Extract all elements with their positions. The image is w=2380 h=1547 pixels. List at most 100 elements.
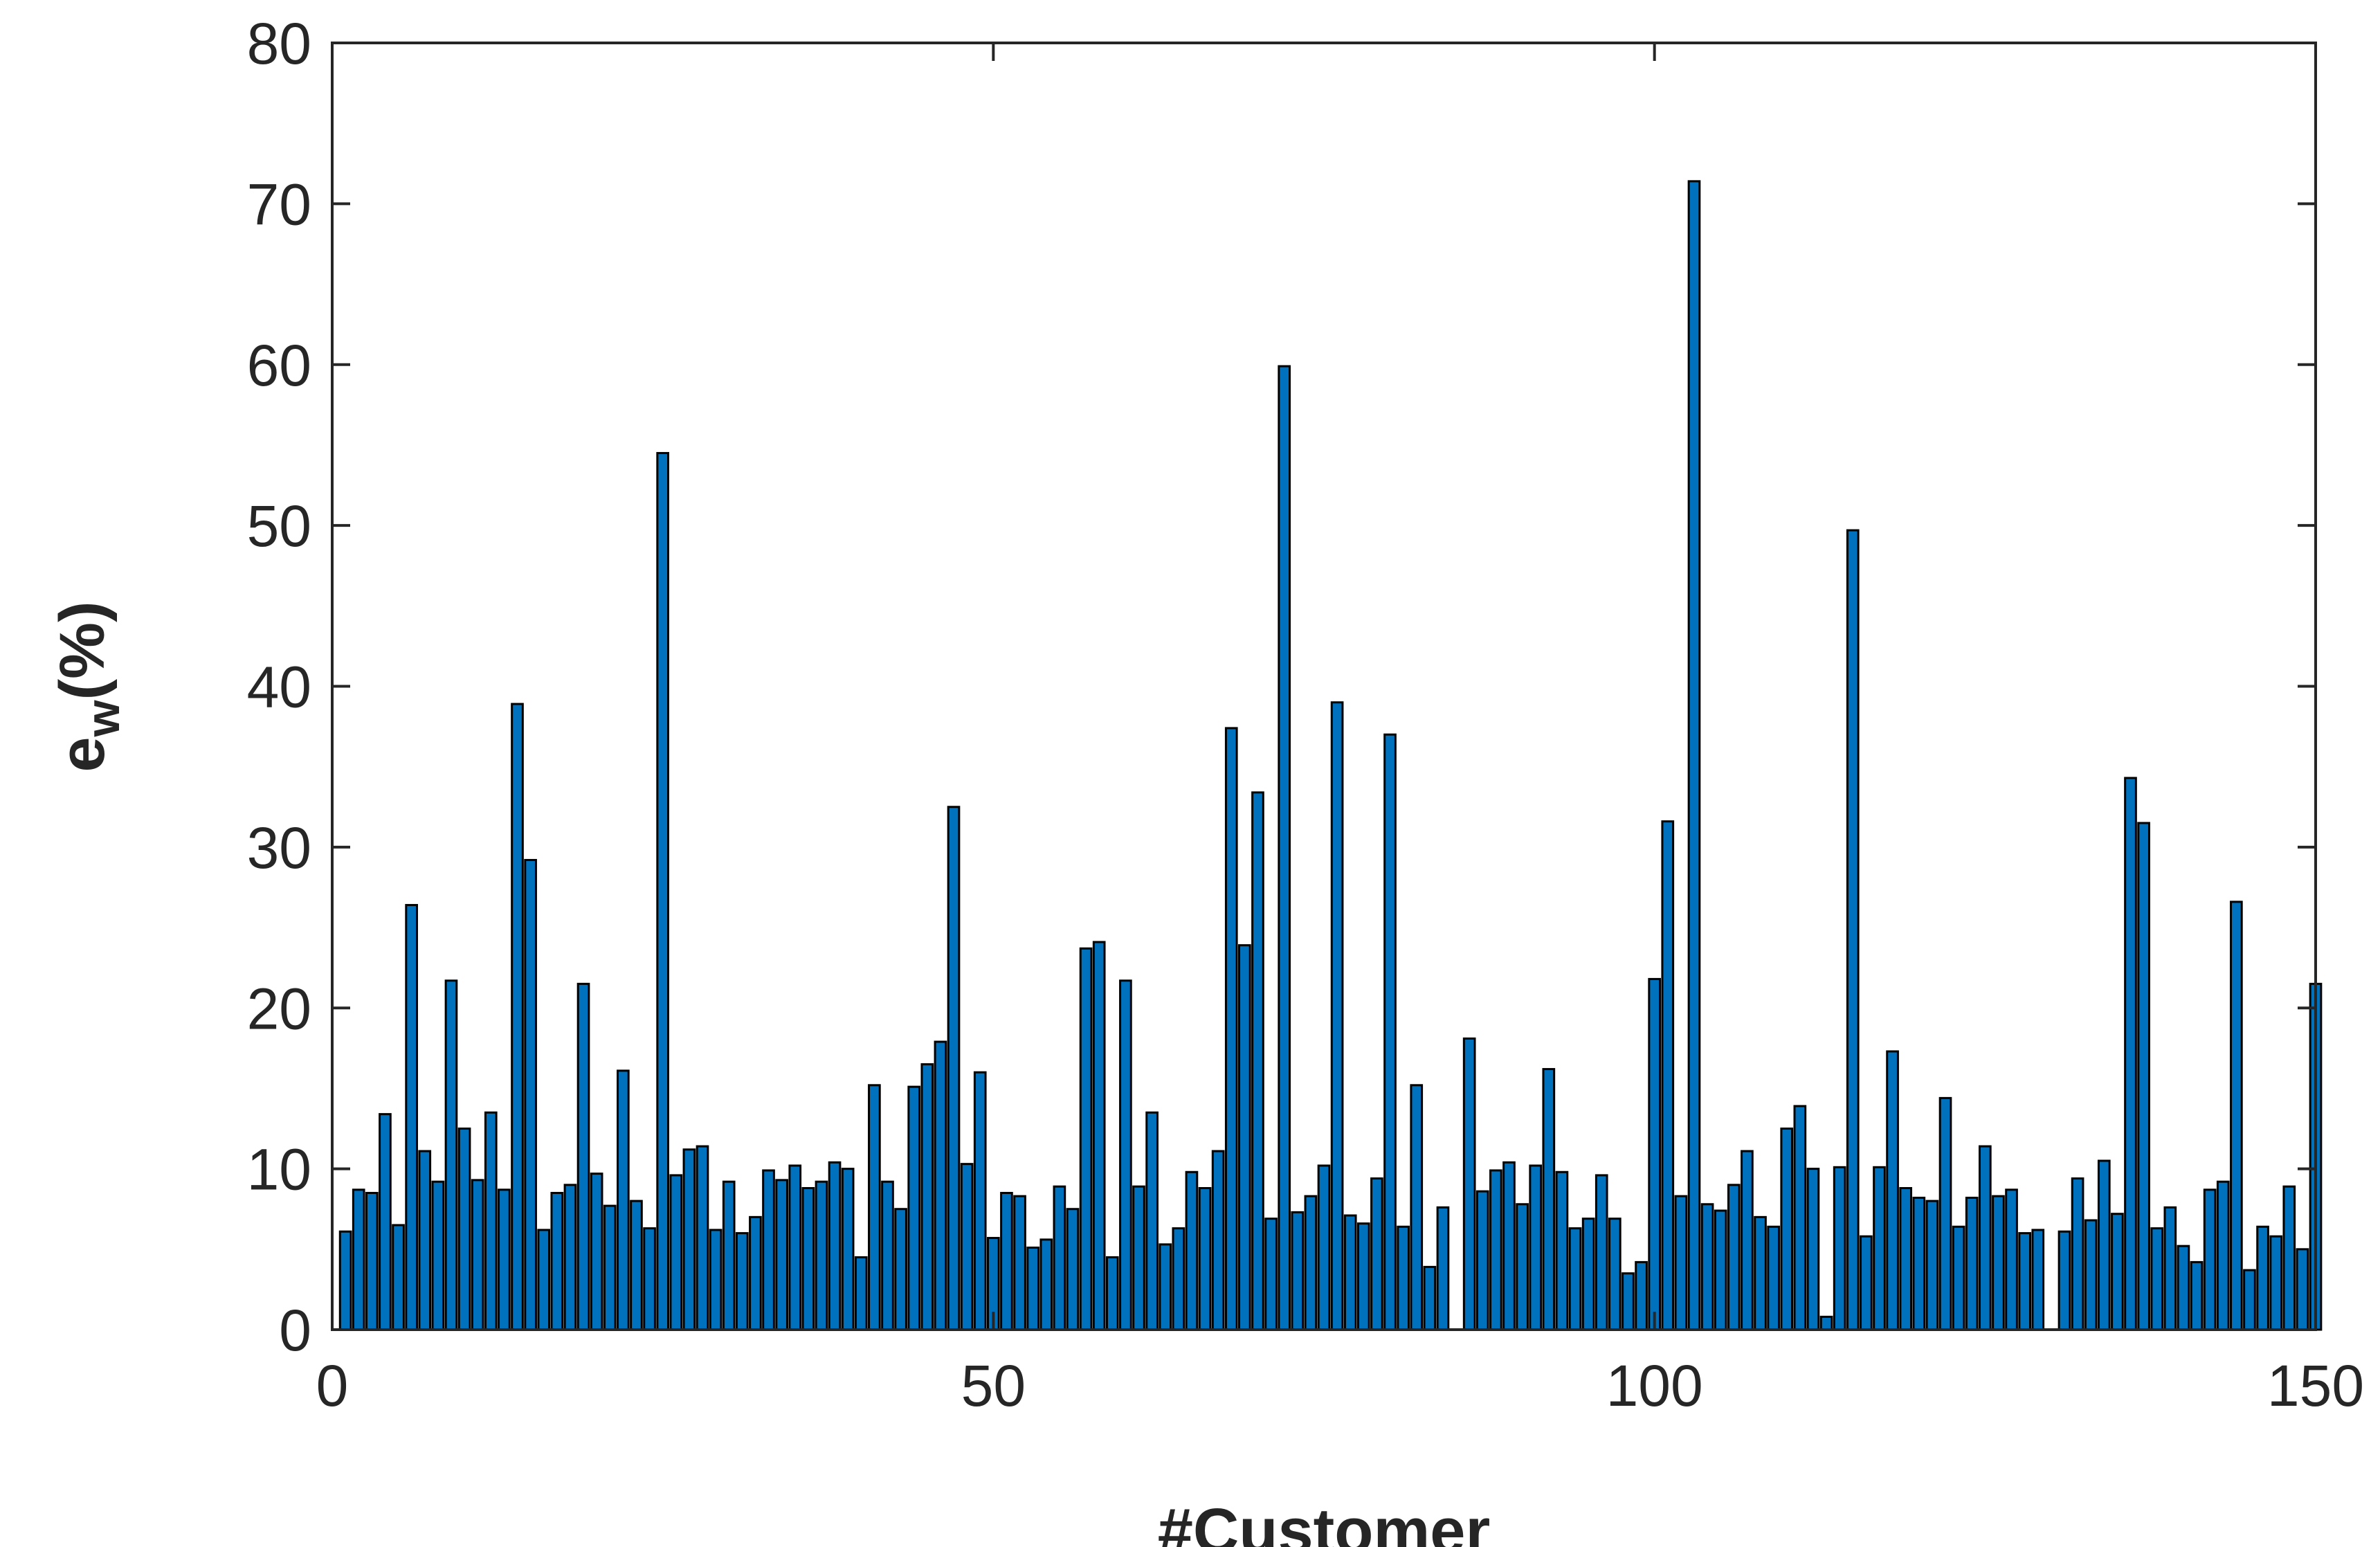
- bar-customer-34: [775, 1179, 788, 1331]
- bar-customer-48: [960, 1163, 974, 1331]
- bar-customer-16: [537, 1229, 551, 1331]
- bar-customer-148: [2282, 1185, 2296, 1331]
- bar-customer-92: [1542, 1068, 1556, 1331]
- bar-customer-144: [2230, 901, 2243, 1331]
- bar-customer-79: [1370, 1177, 1383, 1331]
- bar-customer-132: [2071, 1177, 2084, 1331]
- bar-customer-122: [1938, 1096, 1952, 1331]
- bar-customer-24: [643, 1227, 656, 1331]
- bar-customer-22: [617, 1069, 630, 1331]
- bar-customer-7: [418, 1150, 432, 1331]
- y-tick-label-0: 0: [279, 1298, 311, 1363]
- bar-customer-101: [1661, 820, 1675, 1331]
- bar-customer-47: [947, 806, 961, 1331]
- x-axis-title: #Customer: [1158, 1496, 1491, 1547]
- bar-customer-104: [1700, 1203, 1714, 1331]
- y-axis-title-suffix: (%): [47, 601, 118, 700]
- bar-customer-139: [2163, 1206, 2177, 1331]
- bar-customer-53: [1026, 1246, 1039, 1331]
- plot-frame: [331, 42, 2317, 1331]
- bar-customer-117: [1873, 1166, 1886, 1331]
- bar-customer-143: [2216, 1180, 2230, 1331]
- bar-customer-94: [1568, 1227, 1582, 1331]
- bar-customer-40: [854, 1256, 868, 1331]
- bar-customer-98: [1622, 1272, 1635, 1331]
- bar-customer-45: [920, 1063, 934, 1331]
- bar-customer-54: [1039, 1238, 1053, 1331]
- bar-customer-123: [1952, 1225, 1965, 1331]
- bar-customer-106: [1727, 1184, 1741, 1331]
- bar-customer-93: [1555, 1170, 1569, 1331]
- ticks-group: 0 50 100 150 0 10 20 30 40 50 60 70 80: [247, 11, 2365, 1418]
- bar-customer-4: [379, 1113, 392, 1331]
- bar-customer-72: [1278, 365, 1291, 1331]
- bar-customer-10: [457, 1128, 471, 1331]
- y-tick-label-80: 80: [247, 11, 311, 76]
- bar-customer-96: [1595, 1174, 1608, 1331]
- bar-customer-64: [1172, 1227, 1186, 1331]
- bar-customer-42: [881, 1180, 894, 1331]
- bar-customer-26: [669, 1174, 683, 1331]
- bar-customer-71: [1264, 1218, 1278, 1331]
- bar-customer-140: [2177, 1245, 2190, 1331]
- x-tick-label-0: 0: [316, 1353, 349, 1418]
- bar-customer-136: [2124, 777, 2137, 1331]
- bar-customer-111: [1793, 1105, 1807, 1331]
- bar-customer-56: [1066, 1208, 1080, 1331]
- bar-customer-128: [2018, 1232, 2031, 1331]
- y-tick-label-10: 10: [247, 1137, 311, 1202]
- bar-customer-51: [1000, 1191, 1013, 1331]
- x-tick-label-50: 50: [961, 1353, 1026, 1418]
- bar-customer-110: [1780, 1128, 1794, 1331]
- y-tick-label-50: 50: [247, 494, 311, 559]
- bar-customer-35: [788, 1164, 802, 1331]
- bar-customer-95: [1581, 1218, 1595, 1331]
- bar-customer-102: [1674, 1195, 1688, 1331]
- bar-customer-89: [1502, 1161, 1516, 1331]
- bar-customer-25: [656, 452, 670, 1331]
- bar-customer-81: [1397, 1225, 1410, 1331]
- bar-customer-103: [1687, 180, 1701, 1331]
- bar-customer-49: [973, 1071, 987, 1331]
- bar-customer-82: [1410, 1084, 1424, 1331]
- bar-customer-120: [1912, 1196, 1926, 1331]
- bar-customer-126: [1992, 1195, 2005, 1331]
- bar-customer-68: [1224, 727, 1238, 1331]
- bar-customer-119: [1899, 1187, 1913, 1331]
- bar-customer-52: [1013, 1195, 1026, 1331]
- bar-customer-149: [2296, 1248, 2309, 1331]
- bar-customer-43: [894, 1208, 907, 1331]
- bar-customer-116: [1860, 1235, 1873, 1331]
- bar-customer-77: [1343, 1214, 1357, 1331]
- bar-customer-60: [1119, 979, 1132, 1331]
- bar-customer-107: [1741, 1150, 1754, 1331]
- bar-customer-99: [1635, 1260, 1648, 1331]
- y-axis-title-main: e: [47, 736, 118, 772]
- y-tick-label-60: 60: [247, 333, 311, 398]
- bars-group: [338, 180, 2323, 1331]
- bar-customer-19: [576, 982, 590, 1331]
- bar-customer-131: [2057, 1230, 2071, 1331]
- bar-customer-13: [498, 1188, 511, 1331]
- bar-customer-86: [1462, 1037, 1476, 1331]
- bar-customer-141: [2190, 1260, 2204, 1331]
- bar-customer-37: [815, 1180, 828, 1331]
- bar-customer-44: [907, 1085, 921, 1331]
- bar-customer-14: [511, 703, 524, 1331]
- bar-customer-27: [682, 1148, 696, 1331]
- bar-customer-125: [1979, 1145, 1992, 1331]
- bar-customer-134: [2097, 1159, 2111, 1331]
- bar-customer-73: [1291, 1211, 1305, 1331]
- x-tick-label-100: 100: [1606, 1353, 1703, 1418]
- bar-customer-29: [709, 1229, 723, 1331]
- bar-customer-80: [1383, 733, 1397, 1331]
- bar-customer-66: [1198, 1187, 1212, 1331]
- bar-customer-83: [1423, 1265, 1437, 1331]
- bar-customer-108: [1754, 1215, 1767, 1331]
- bar-customer-38: [828, 1161, 842, 1331]
- y-tick-label-70: 70: [247, 172, 311, 237]
- bar-customer-33: [762, 1169, 775, 1331]
- bar-customer-75: [1317, 1164, 1331, 1331]
- bar-customer-91: [1529, 1164, 1543, 1331]
- y-tick-label-40: 40: [247, 655, 311, 720]
